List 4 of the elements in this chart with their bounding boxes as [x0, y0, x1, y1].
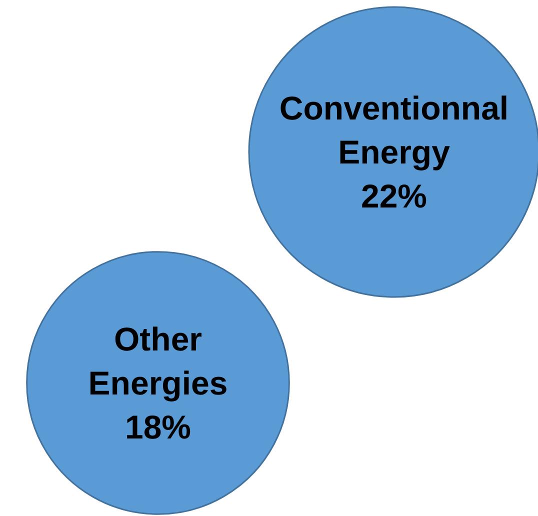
data-label: 18%	[124, 408, 192, 446]
category-label: Conventionnal Energy	[279, 90, 509, 170]
data-label: 22%	[360, 178, 428, 214]
category-label: Other Energies	[88, 320, 228, 402]
